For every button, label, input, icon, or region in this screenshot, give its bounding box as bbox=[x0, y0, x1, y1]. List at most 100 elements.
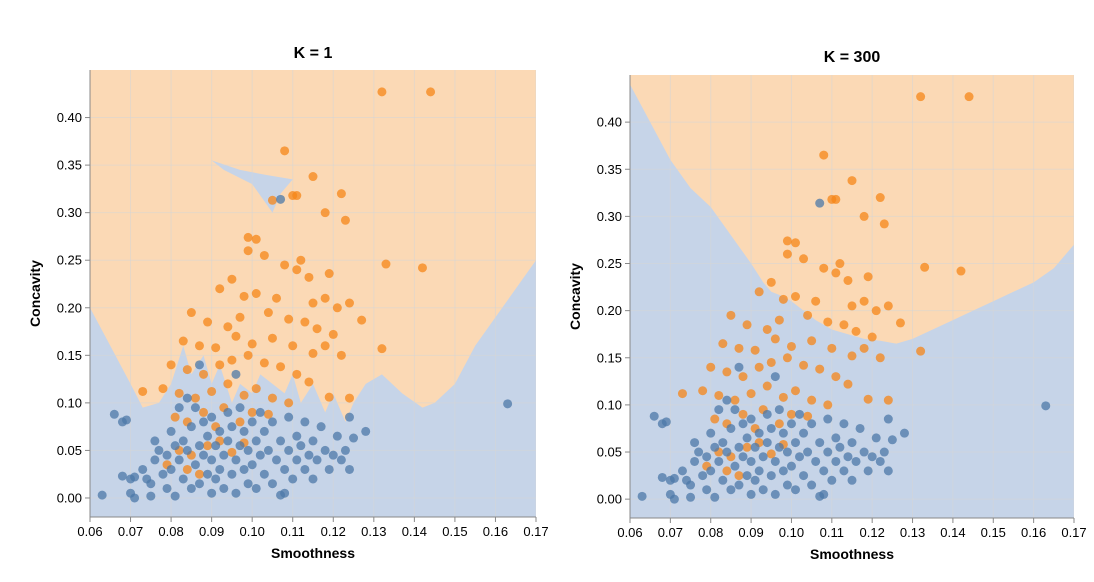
data-point-blue-0-4 bbox=[97, 490, 107, 500]
data-point-blue-1-97 bbox=[879, 447, 889, 457]
data-point-orange-1-82 bbox=[742, 442, 752, 452]
data-point-orange-1-36 bbox=[851, 326, 861, 336]
data-point-orange-1-21 bbox=[754, 287, 764, 297]
data-point-orange-0-52 bbox=[199, 369, 209, 379]
data-point-blue-0-69 bbox=[255, 407, 265, 417]
data-point-blue-1-83 bbox=[831, 456, 841, 466]
data-point-blue-0-95 bbox=[332, 431, 342, 441]
data-point-orange-0-38 bbox=[328, 329, 338, 339]
data-point-blue-0-75 bbox=[272, 455, 282, 465]
data-point-orange-0-48 bbox=[320, 341, 330, 351]
data-point-orange-1-43 bbox=[786, 341, 796, 351]
y-tick-label-0-3: 0.15 bbox=[57, 348, 82, 363]
data-point-blue-0-64 bbox=[247, 417, 257, 427]
data-point-blue-1-51 bbox=[758, 485, 768, 495]
y-tick-label-1-3: 0.15 bbox=[597, 350, 622, 365]
data-point-orange-0-49 bbox=[336, 350, 346, 360]
data-point-blue-1-66 bbox=[790, 438, 800, 448]
x-tick-label-0-10: 0.16 bbox=[483, 524, 508, 539]
data-point-orange-1-32 bbox=[774, 315, 784, 325]
data-point-orange-0-13 bbox=[280, 260, 290, 270]
data-point-blue-1-67 bbox=[790, 485, 800, 495]
data-point-orange-1-37 bbox=[867, 332, 877, 342]
data-point-orange-0-19 bbox=[417, 263, 427, 273]
data-point-orange-1-69 bbox=[823, 400, 833, 410]
x-tick-label-1-10: 0.16 bbox=[1021, 525, 1046, 540]
data-point-orange-0-60 bbox=[377, 344, 387, 354]
data-point-blue-0-33 bbox=[186, 483, 196, 493]
data-point-blue-0-86 bbox=[300, 417, 310, 427]
data-point-blue-0-99 bbox=[344, 412, 354, 422]
data-point-orange-0-12 bbox=[259, 250, 269, 260]
data-point-blue-1-73 bbox=[807, 480, 817, 490]
data-point-blue-1-71 bbox=[799, 428, 809, 438]
data-point-orange-0-79 bbox=[247, 407, 257, 417]
data-point-orange-1-51 bbox=[738, 372, 748, 382]
data-point-orange-0-32 bbox=[223, 322, 233, 332]
data-point-orange-0-22 bbox=[215, 284, 225, 294]
data-point-orange-1-55 bbox=[799, 360, 809, 370]
data-point-orange-1-31 bbox=[762, 324, 772, 334]
data-point-blue-1-37 bbox=[734, 442, 744, 452]
data-point-blue-1-68 bbox=[795, 452, 805, 462]
data-point-orange-0-73 bbox=[170, 412, 180, 422]
data-point-blue-1-87 bbox=[843, 452, 853, 462]
y-tick-label-1-2: 0.10 bbox=[597, 397, 622, 412]
data-point-blue-1-80 bbox=[823, 447, 833, 457]
data-point-blue-1-72 bbox=[803, 447, 813, 457]
data-point-orange-0-58 bbox=[292, 369, 302, 379]
data-point-orange-1-68 bbox=[807, 395, 817, 405]
data-point-blue-1-99 bbox=[883, 414, 893, 424]
data-point-blue-1-42 bbox=[742, 433, 752, 443]
data-point-orange-0-23 bbox=[239, 291, 249, 301]
data-point-blue-1-86 bbox=[839, 419, 849, 429]
y-tick-label-0-6: 0.30 bbox=[57, 205, 82, 220]
data-point-blue-0-19 bbox=[154, 445, 164, 455]
data-point-blue-0-34 bbox=[186, 422, 196, 432]
data-point-blue-0-29 bbox=[178, 474, 188, 484]
data-point-blue-1-75 bbox=[811, 456, 821, 466]
data-point-blue-0-62 bbox=[243, 479, 253, 489]
data-point-orange-1-30 bbox=[742, 320, 752, 330]
data-point-blue-1-92 bbox=[859, 447, 869, 457]
data-point-orange-0-14 bbox=[296, 255, 306, 265]
data-point-orange-0-11 bbox=[251, 234, 261, 244]
y-tick-label-0-7: 0.35 bbox=[57, 158, 82, 173]
data-point-blue-0-44 bbox=[207, 455, 217, 465]
data-point-orange-0-34 bbox=[263, 308, 273, 318]
data-point-blue-1-19 bbox=[694, 447, 704, 457]
data-point-blue-1-4 bbox=[637, 491, 647, 501]
data-point-blue-1-63 bbox=[782, 447, 792, 457]
chart-title-k300: K = 300 bbox=[824, 49, 881, 66]
data-point-orange-0-67 bbox=[239, 390, 249, 400]
data-point-orange-1-44 bbox=[807, 336, 817, 346]
data-point-orange-0-42 bbox=[211, 343, 221, 353]
data-point-blue-0-54 bbox=[227, 469, 237, 479]
data-point-orange-1-79 bbox=[803, 411, 813, 421]
data-point-orange-0-55 bbox=[243, 350, 253, 360]
x-tick-label-0-0: 0.06 bbox=[77, 524, 102, 539]
data-point-blue-1-58 bbox=[774, 442, 784, 452]
data-point-blue-1-29 bbox=[718, 475, 728, 485]
data-point-orange-1-87 bbox=[722, 466, 732, 476]
data-point-orange-0-65 bbox=[207, 386, 217, 396]
data-point-blue-1-95 bbox=[871, 433, 881, 443]
data-point-blue-0-58 bbox=[235, 441, 245, 451]
data-point-orange-1-49 bbox=[706, 362, 716, 372]
data-point-orange-0-71 bbox=[324, 392, 334, 402]
data-point-blue-1-74 bbox=[807, 419, 817, 429]
data-point-blue-1-48 bbox=[754, 466, 764, 476]
data-point-blue-1-18 bbox=[690, 438, 700, 448]
x-axis-title-k300: Smoothness bbox=[810, 546, 894, 562]
data-point-orange-1-59 bbox=[916, 346, 926, 356]
data-point-orange-1-22 bbox=[778, 294, 788, 304]
data-point-blue-1-84 bbox=[835, 442, 845, 452]
data-point-orange-1-45 bbox=[827, 343, 837, 353]
data-point-orange-0-27 bbox=[320, 293, 330, 303]
data-point-blue-1-65 bbox=[786, 461, 796, 471]
data-point-blue-1-88 bbox=[847, 475, 857, 485]
data-point-blue-0-13 bbox=[138, 464, 148, 474]
data-point-orange-1-3 bbox=[847, 176, 857, 186]
data-point-blue-0-100 bbox=[194, 360, 204, 370]
data-point-orange-0-21 bbox=[227, 274, 237, 284]
